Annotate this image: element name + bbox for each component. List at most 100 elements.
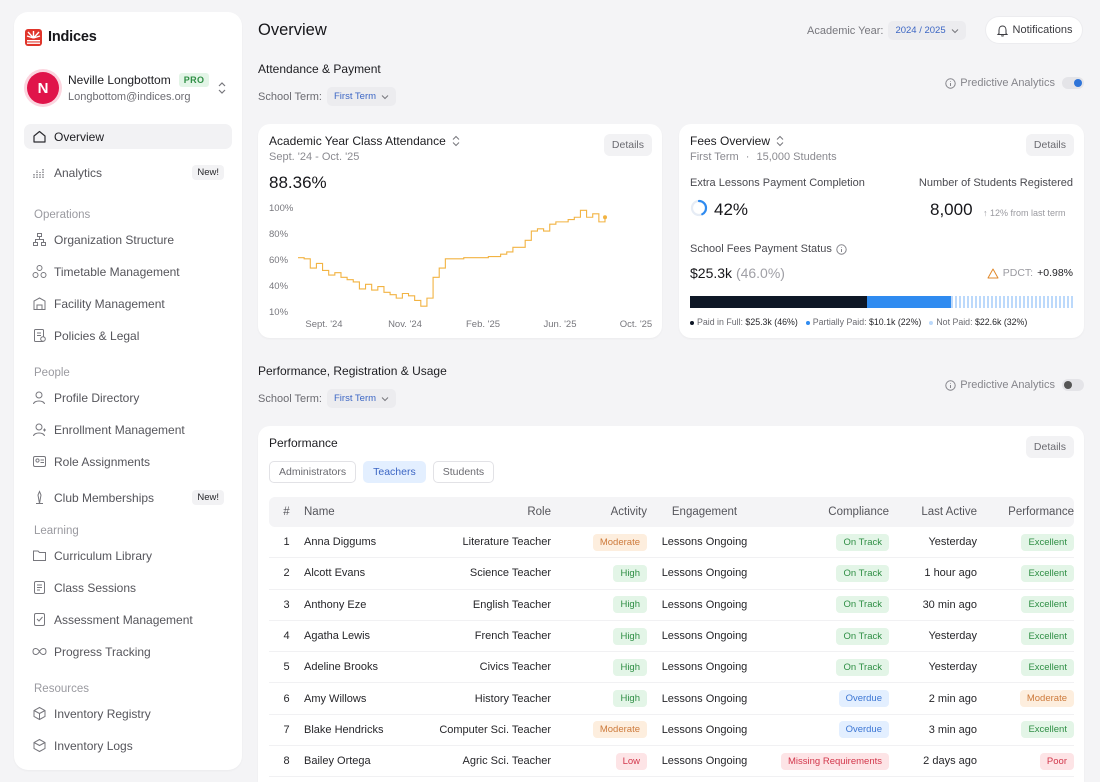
table-row[interactable]: 2 Alcott Evans Science Teacher High Lessons … — [269, 558, 1074, 590]
bell-icon — [996, 24, 1008, 37]
y-tick-label: 40% — [269, 281, 289, 292]
activity-badge: High — [613, 564, 647, 582]
column-header-last-active[interactable]: Last Active — [921, 506, 977, 518]
column-header-performance[interactable]: Performance — [1008, 506, 1074, 518]
chevron-up-down-icon[interactable] — [216, 81, 228, 95]
engagement-status: Lessons Ongoing — [661, 661, 748, 674]
fees-title-text: Fees Overview — [690, 134, 771, 148]
sidebar-item-progress-tracking[interactable]: Progress Tracking — [24, 639, 232, 664]
fees-card-title: Fees Overview — [690, 134, 785, 148]
sessions-icon — [34, 581, 45, 594]
sidebar-item-enrollment-management[interactable]: Enrollment Management — [24, 417, 232, 442]
sidebar-item-analytics[interactable]: Analytics New! — [24, 160, 232, 185]
attendance-date-range: Sept. '24 - Oct. '25 — [269, 151, 360, 163]
table-row[interactable]: 5 Adeline Brooks Civics Teacher High Lessons… — [269, 652, 1074, 684]
performance-term-filter: School Term: First Term — [258, 389, 397, 408]
legend-paid-full: Paid in Full: $25.3k (46%) — [690, 317, 798, 327]
sidebar-item-label: Inventory Registry — [54, 706, 151, 721]
role-icon — [33, 456, 46, 467]
predictive-analytics-toggle[interactable] — [1062, 379, 1084, 391]
bar-segment-partially-paid[interactable] — [866, 296, 952, 308]
registered-trend: ↑ 12% from last term — [983, 208, 1066, 218]
term-select[interactable]: First Term — [327, 389, 397, 408]
notifications-button[interactable]: Notifications — [986, 17, 1082, 43]
row-number: 3 — [283, 598, 290, 611]
sidebar-item-timetable-management[interactable]: Timetable Management — [24, 259, 232, 284]
sidebar-section-resources: Resources — [34, 683, 89, 695]
chevron-up-down-icon[interactable] — [775, 135, 785, 147]
sidebar-item-inventory-registry[interactable]: Inventory Registry — [24, 701, 232, 726]
chevron-down-icon — [381, 396, 389, 401]
sidebar-item-profile-directory[interactable]: Profile Directory — [24, 385, 232, 410]
sidebar-item-inventory-logs[interactable]: Inventory Logs — [24, 733, 232, 758]
arrow-up-icon: ↑ — [983, 208, 991, 218]
compliance-badge: On Track — [836, 596, 889, 614]
attendance-end-point[interactable] — [603, 215, 607, 220]
table-row[interactable]: 3 Anthony Eze English Teacher High Lessons O… — [269, 590, 1074, 621]
attendance-details-button[interactable]: Details — [603, 134, 652, 156]
bar-segment-paid-full[interactable] — [690, 296, 867, 308]
table-row[interactable]: 4 Agatha Lewis French Teacher High Lessons O… — [269, 621, 1074, 653]
x-tick-label: Oct. '25 — [620, 319, 652, 330]
sidebar-item-facility-management[interactable]: Facility Management — [24, 291, 232, 316]
term-value: First Term — [334, 91, 377, 102]
new-badge: New! — [192, 490, 224, 505]
tab-teachers[interactable]: Teachers — [363, 461, 426, 483]
home-icon — [33, 130, 46, 143]
column-header-activity[interactable]: Activity — [610, 506, 647, 518]
academic-year-select[interactable]: 2024 / 2025 — [888, 21, 966, 40]
y-tick-label: 100% — [269, 203, 294, 214]
column-header-role[interactable]: Role — [527, 506, 551, 518]
sidebar-item-role-assignments[interactable]: Role Assignments — [24, 449, 232, 474]
sidebar-item-club-memberships[interactable]: Club Memberships New! — [24, 485, 232, 510]
term-label: School Term: — [258, 90, 322, 103]
profile-switcher[interactable]: N Neville Longbottom PRO Longbottom@indi… — [24, 66, 232, 110]
y-tick-label: 80% — [269, 229, 289, 240]
last-active: Yesterday — [928, 661, 977, 674]
progress-icon — [32, 648, 47, 655]
performance-badge: Excellent — [1021, 533, 1074, 551]
attendance-card: Academic Year Class Attendance Sept. '24… — [258, 124, 662, 338]
chevron-up-down-icon[interactable] — [451, 135, 461, 147]
performance-section-title: Performance, Registration & Usage — [258, 364, 447, 378]
sidebar-item-overview[interactable]: Overview — [24, 124, 232, 149]
predictive-analytics-toggle[interactable] — [1062, 77, 1084, 89]
attendance-term-filter: School Term: First Term — [258, 87, 397, 106]
teacher-role: Science Teacher — [469, 567, 551, 580]
profile-icon — [33, 391, 45, 405]
sidebar-item-organization-structure[interactable]: Organization Structure — [24, 227, 232, 252]
academic-year-filter: Academic Year: 2024 / 2025 — [807, 21, 966, 40]
table-row[interactable]: 6 Amy Willows History Teacher High Lessons O… — [269, 683, 1074, 715]
sidebar-item-curriculum-library[interactable]: Curriculum Library — [24, 543, 232, 568]
teacher-name: Agatha Lewis — [304, 630, 371, 643]
registered-trend-text: 12% from last term — [990, 208, 1066, 218]
performance-card-title: Performance — [269, 436, 338, 450]
term-select[interactable]: First Term — [327, 87, 397, 106]
sidebar-item-class-sessions[interactable]: Class Sessions — [24, 575, 232, 600]
sidebar-item-policies-legal[interactable]: Policies & Legal — [24, 323, 232, 348]
sidebar-section-operations: Operations — [34, 209, 91, 221]
fees-details-button[interactable]: Details — [1025, 134, 1074, 156]
legend-value: $25.3k (46%) — [745, 317, 798, 327]
column-header-engagement[interactable]: Engagement — [671, 506, 738, 518]
app-logo[interactable]: Indices — [24, 26, 232, 48]
teacher-role: French Teacher — [474, 630, 551, 643]
table-row[interactable]: 8 Bailey Ortega Agric Sci. Teacher Low Lesso… — [269, 746, 1074, 778]
sidebar-item-assessment-management[interactable]: Assessment Management — [24, 607, 232, 632]
logo-mark-icon — [25, 28, 42, 46]
row-number: 1 — [283, 536, 290, 549]
y-tick-label: 60% — [269, 255, 289, 266]
legend-label: Paid in Full: — [697, 317, 743, 327]
bar-segment-not-paid[interactable] — [951, 296, 1074, 308]
tab-administrators[interactable]: Administrators — [269, 461, 357, 483]
payment-amount: $25.3k — [690, 265, 733, 281]
column-header-compliance[interactable]: Compliance — [828, 506, 889, 518]
last-active: 30 min ago — [922, 598, 977, 611]
column-header-name[interactable]: Name — [304, 506, 335, 518]
table-row[interactable]: 1 Anna Diggums Literature Teacher Moderate L… — [269, 527, 1074, 559]
analytics-icon — [33, 168, 44, 178]
column-header-number[interactable]: # — [283, 506, 290, 518]
tab-students[interactable]: Students — [432, 461, 495, 483]
table-row[interactable]: 7 Blake Hendricks Computer Sci. Teacher Mod… — [269, 715, 1074, 747]
performance-details-button[interactable]: Details — [1025, 436, 1074, 458]
